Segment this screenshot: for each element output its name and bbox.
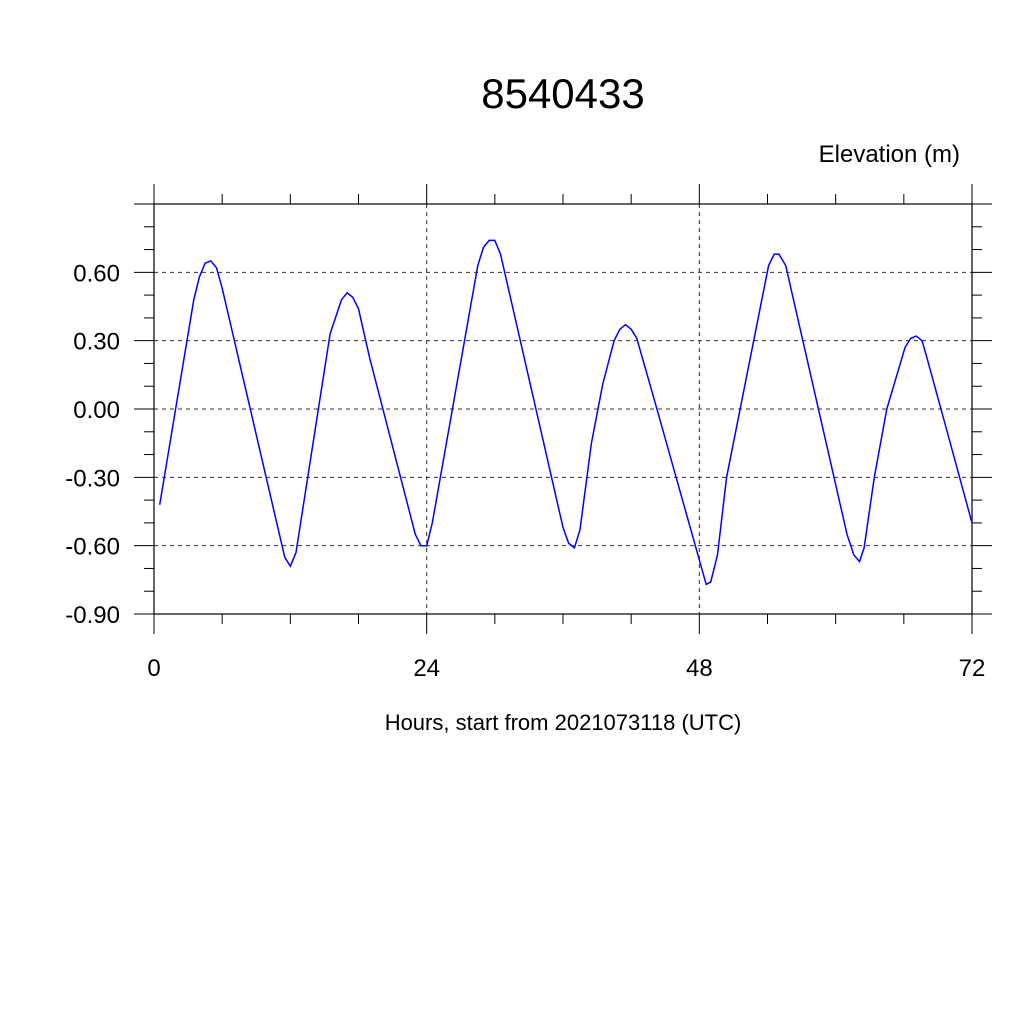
x-tick-label: 48 xyxy=(686,655,713,682)
y-tick-label: 0.00 xyxy=(73,397,120,424)
y-tick-label: 0.30 xyxy=(73,329,120,356)
x-tick-label: 72 xyxy=(959,655,986,682)
y-tick-label: -0.30 xyxy=(65,465,120,492)
tick-labels: 0 24 48 72 -0.90 -0.60 -0.30 0.00 0.30 0.60 xyxy=(65,260,985,682)
y-tick-label: 0.60 xyxy=(73,260,120,287)
chart-title: 8540433 xyxy=(481,70,645,117)
elevation-series-line xyxy=(158,239,973,586)
x-tick-label: 0 xyxy=(147,655,160,682)
x-tick-label: 24 xyxy=(413,655,440,682)
y-axis-label: Elevation (m) xyxy=(819,141,960,168)
x-axis-label: Hours, start from 2021073118 (UTC) xyxy=(385,710,742,735)
grid-lines xyxy=(154,204,972,614)
y-tick-label: -0.90 xyxy=(65,602,120,629)
y-tick-label: -0.60 xyxy=(65,534,120,561)
axes xyxy=(134,184,992,634)
